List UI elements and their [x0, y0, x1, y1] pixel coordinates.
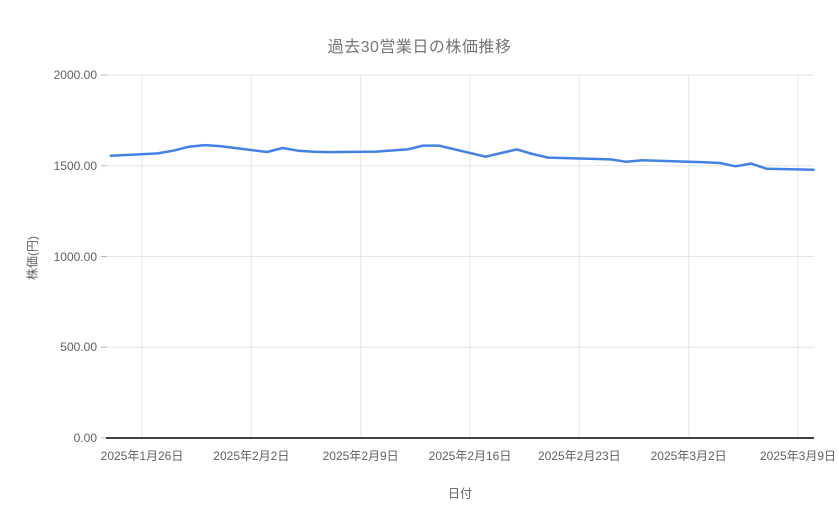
x-axis-title: 日付 — [447, 486, 473, 501]
x-tick-label: 2025年2月9日 — [322, 449, 399, 463]
y-tick-label: 1000.00 — [53, 249, 97, 264]
y-tick-label: 2000.00 — [53, 68, 97, 82]
x-tick-label: 2025年2月23日 — [537, 449, 621, 463]
x-tick-label: 2025年3月2日 — [650, 449, 727, 463]
x-tick-label: 2025年2月2日 — [213, 449, 290, 463]
x-tick-label: 2025年3月9日 — [759, 449, 837, 463]
x-tick-label: 2025年1月26日 — [100, 449, 184, 463]
x-tick-label: 2025年2月16日 — [428, 449, 512, 463]
y-tick-label: 1500.00 — [53, 158, 97, 173]
y-tick-label: 500.00 — [60, 340, 97, 355]
chart-title: 過去30営業日の株価推移 — [327, 39, 512, 56]
y-tick-label: 0.00 — [73, 431, 97, 445]
stock-price-series-line — [109, 143, 815, 171]
